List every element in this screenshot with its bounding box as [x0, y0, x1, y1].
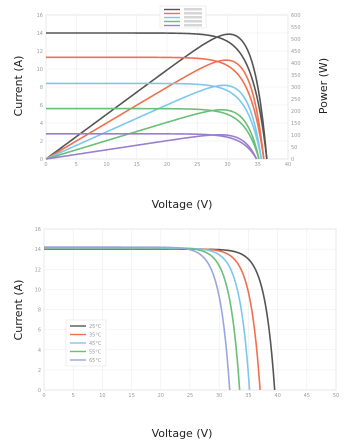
chart2-ylabel: Current (A) — [12, 280, 25, 341]
legend-label-placeholder — [184, 20, 202, 23]
pv-curve — [45, 108, 260, 160]
legend-label-placeholder — [184, 24, 202, 27]
y2-tick-label: 150 — [291, 121, 301, 127]
y-tick-label: 10 — [35, 287, 41, 293]
x-tick-label: 0 — [44, 162, 47, 168]
y2-tick-label: 350 — [291, 73, 301, 79]
legend-label-placeholder — [184, 16, 202, 19]
x-tick-label: 40 — [274, 393, 280, 399]
legend-label: 45°C — [89, 341, 102, 347]
x-tick-label: 5 — [72, 393, 75, 399]
y-tick-label: 6 — [40, 103, 43, 109]
y-tick-label: 6 — [38, 328, 41, 334]
y-tick-label: 12 — [35, 267, 41, 273]
y-tick-label: 16 — [37, 13, 43, 19]
x-tick-label: 15 — [134, 162, 140, 168]
pv-curve — [45, 84, 263, 160]
iv-pv-chart: 0 5 10 15 20 25 30 35 40024681012141605010015020… — [37, 5, 301, 168]
y2-tick-label: 550 — [291, 25, 301, 31]
chart2-xlabel: Voltage (V) — [152, 427, 213, 440]
y-tick-label: 2 — [38, 368, 41, 374]
y2-tick-label: 300 — [291, 85, 301, 91]
legend-label: 55°C — [89, 349, 102, 355]
y2-tick-label: 100 — [291, 133, 301, 139]
y2-tick-label: 400 — [291, 61, 301, 67]
iv-temperature-chart: 0 5 10 15 20 25 30 35 40 45 50 0 2 4 6 8 10 12 14 16 25°C 35… — [35, 227, 340, 399]
chart1-y2label: Power (W) — [317, 58, 330, 114]
y-tick-label: 16 — [35, 227, 41, 233]
x-tick-label: 50 — [333, 393, 339, 399]
y-tick-label: 8 — [40, 85, 43, 91]
x-tick-label: 45 — [304, 393, 310, 399]
y-tick-label: 8 — [38, 308, 41, 314]
y2-tick-label: 250 — [291, 97, 301, 103]
y-tick-label: 14 — [35, 247, 41, 253]
x-tick-label: 20 — [164, 162, 170, 168]
x-tick-label: 20 — [158, 393, 164, 399]
pv-curve — [45, 33, 268, 160]
x-tick-label: 30 — [216, 393, 222, 399]
y-tick-label: 12 — [37, 49, 43, 55]
x-tick-label: 35 — [255, 162, 261, 168]
chart1-xlabel: Voltage (V) — [152, 198, 213, 211]
x-tick-label: 0 — [42, 393, 45, 399]
chart1-ylabel: Current (A) — [12, 56, 25, 117]
x-tick-label: 25 — [187, 393, 193, 399]
legend-label-placeholder — [184, 12, 202, 15]
y-tick-label: 4 — [38, 348, 41, 354]
y-tick-label: 4 — [40, 121, 43, 127]
x-tick-label: 10 — [99, 393, 105, 399]
y-tick-label: 10 — [37, 67, 43, 73]
iv-curve — [46, 32, 268, 160]
iv-curve — [46, 133, 258, 160]
legend-label: 35°C — [89, 332, 102, 338]
y2-tick-label: 450 — [291, 49, 301, 55]
x-tick-label: 30 — [224, 162, 230, 168]
legend-label: 25°C — [89, 324, 102, 330]
x-tick-label: 5 — [75, 162, 78, 168]
x-tick-label: 40 — [285, 162, 291, 168]
iv-curve — [44, 246, 231, 391]
y-tick-label: 2 — [40, 139, 43, 145]
y2-tick-label: 500 — [291, 37, 301, 43]
iv-curve — [46, 82, 263, 160]
x-tick-label: 35 — [245, 393, 251, 399]
x-tick-label: 25 — [194, 162, 200, 168]
legend-label-placeholder — [184, 8, 202, 11]
y-tick-label: 0 — [40, 157, 43, 163]
y-tick-label: 14 — [37, 31, 43, 37]
y2-tick-label: 50 — [291, 145, 297, 151]
legend-label: 65°C — [89, 358, 102, 364]
y2-tick-label: 200 — [291, 109, 301, 115]
y2-tick-label: 600 — [291, 13, 301, 19]
y2-tick-label: 0 — [291, 157, 294, 163]
y-tick-label: 0 — [38, 388, 41, 394]
iv-curve — [46, 107, 260, 160]
pv-curve — [45, 59, 265, 160]
x-tick-label: 15 — [128, 393, 134, 399]
x-tick-label: 10 — [103, 162, 109, 168]
pv-curve — [45, 133, 258, 160]
iv-curve — [46, 56, 265, 160]
